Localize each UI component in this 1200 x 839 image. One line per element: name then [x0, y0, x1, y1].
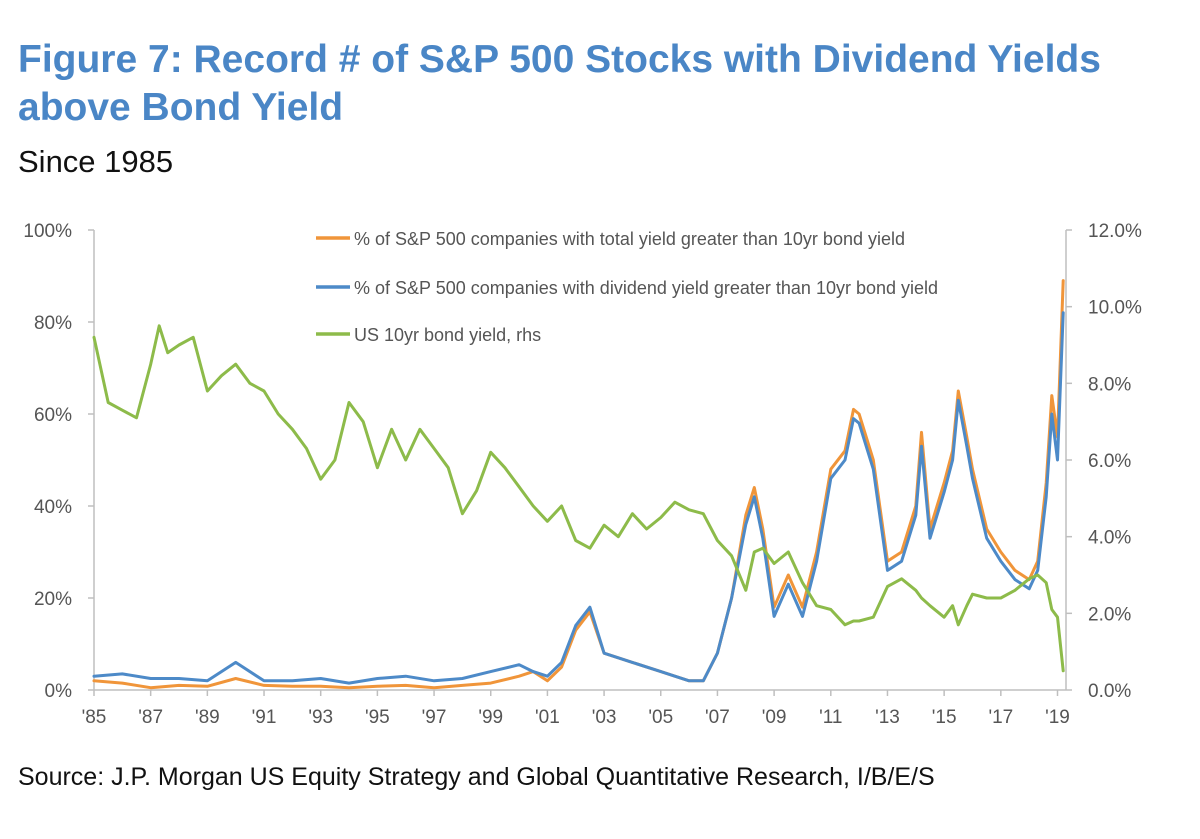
- x-axis-tick-label: '85: [82, 707, 107, 728]
- chart-title: Figure 7: Record # of S&P 500 Stocks wit…: [18, 38, 1101, 129]
- left-axis-tick-label: 20%: [34, 589, 72, 610]
- left-axis-tick-label: 40%: [34, 497, 72, 518]
- right-axis-tick-label: 4.0%: [1088, 528, 1131, 549]
- legend-label-2: % of S&P 500 companies with dividend yie…: [354, 278, 938, 298]
- x-axis-tick-label: '19: [1045, 707, 1070, 728]
- x-axis-tick-label: '13: [875, 707, 900, 728]
- x-axis-tick-label: '91: [252, 707, 277, 728]
- right-axis-tick-label: 0.0%: [1088, 681, 1131, 702]
- right-axis-tick-label: 2.0%: [1088, 604, 1131, 625]
- x-axis-tick-label: '87: [138, 707, 163, 728]
- line-chart: 0% 20% 40% 60% 80% 100% 0.0% 2.0% 4.0% 6.0% 8.0% 10…: [23, 221, 1142, 728]
- x-axis-tick-label: '93: [308, 707, 333, 728]
- left-axis-tick-label: 0%: [45, 681, 73, 702]
- right-axis-tick-label: 8.0%: [1088, 374, 1131, 395]
- chart-subtitle: Since 1985: [18, 144, 174, 179]
- x-axis-tick-label: '17: [988, 707, 1013, 728]
- left-axis-tick-label: 80%: [34, 313, 72, 334]
- series-line-1: [92, 279, 1065, 690]
- series-line-3: [92, 324, 1065, 673]
- x-axis-tick-label: '11: [819, 707, 842, 728]
- x-axis-tick-label: '07: [705, 707, 730, 728]
- chart-axes: 0% 20% 40% 60% 80% 100% 0.0% 2.0% 4.0% 6.0% 8.0% 10…: [23, 221, 1142, 728]
- right-axis-tick-label: 10.0%: [1088, 298, 1142, 319]
- chart-legend: % of S&P 500 companies with total yield …: [316, 229, 938, 345]
- right-axis-tick-label: 6.0%: [1088, 451, 1131, 472]
- x-axis-tick-label: '01: [535, 707, 560, 728]
- series-line-2: [92, 311, 1065, 685]
- x-axis-tick-label: '03: [592, 707, 617, 728]
- source-note: Source: J.P. Morgan US Equity Strategy a…: [18, 763, 935, 791]
- legend-label-3: US 10yr bond yield, rhs: [354, 325, 541, 345]
- chart-series: [92, 279, 1065, 690]
- right-axis-tick-label: 12.0%: [1088, 221, 1142, 242]
- x-axis-tick-label: '99: [478, 707, 503, 728]
- x-axis-tick-label: '89: [195, 707, 220, 728]
- x-axis-tick-label: '09: [762, 707, 787, 728]
- x-axis-tick-label: '97: [422, 707, 447, 728]
- left-axis-tick-label: 60%: [34, 405, 72, 426]
- legend-label-1: % of S&P 500 companies with total yield …: [354, 229, 905, 249]
- x-axis-tick-label: '15: [932, 707, 957, 728]
- x-axis-tick-label: '05: [648, 707, 673, 728]
- x-axis-tick-label: '95: [365, 707, 390, 728]
- left-axis-tick-label: 100%: [23, 221, 72, 242]
